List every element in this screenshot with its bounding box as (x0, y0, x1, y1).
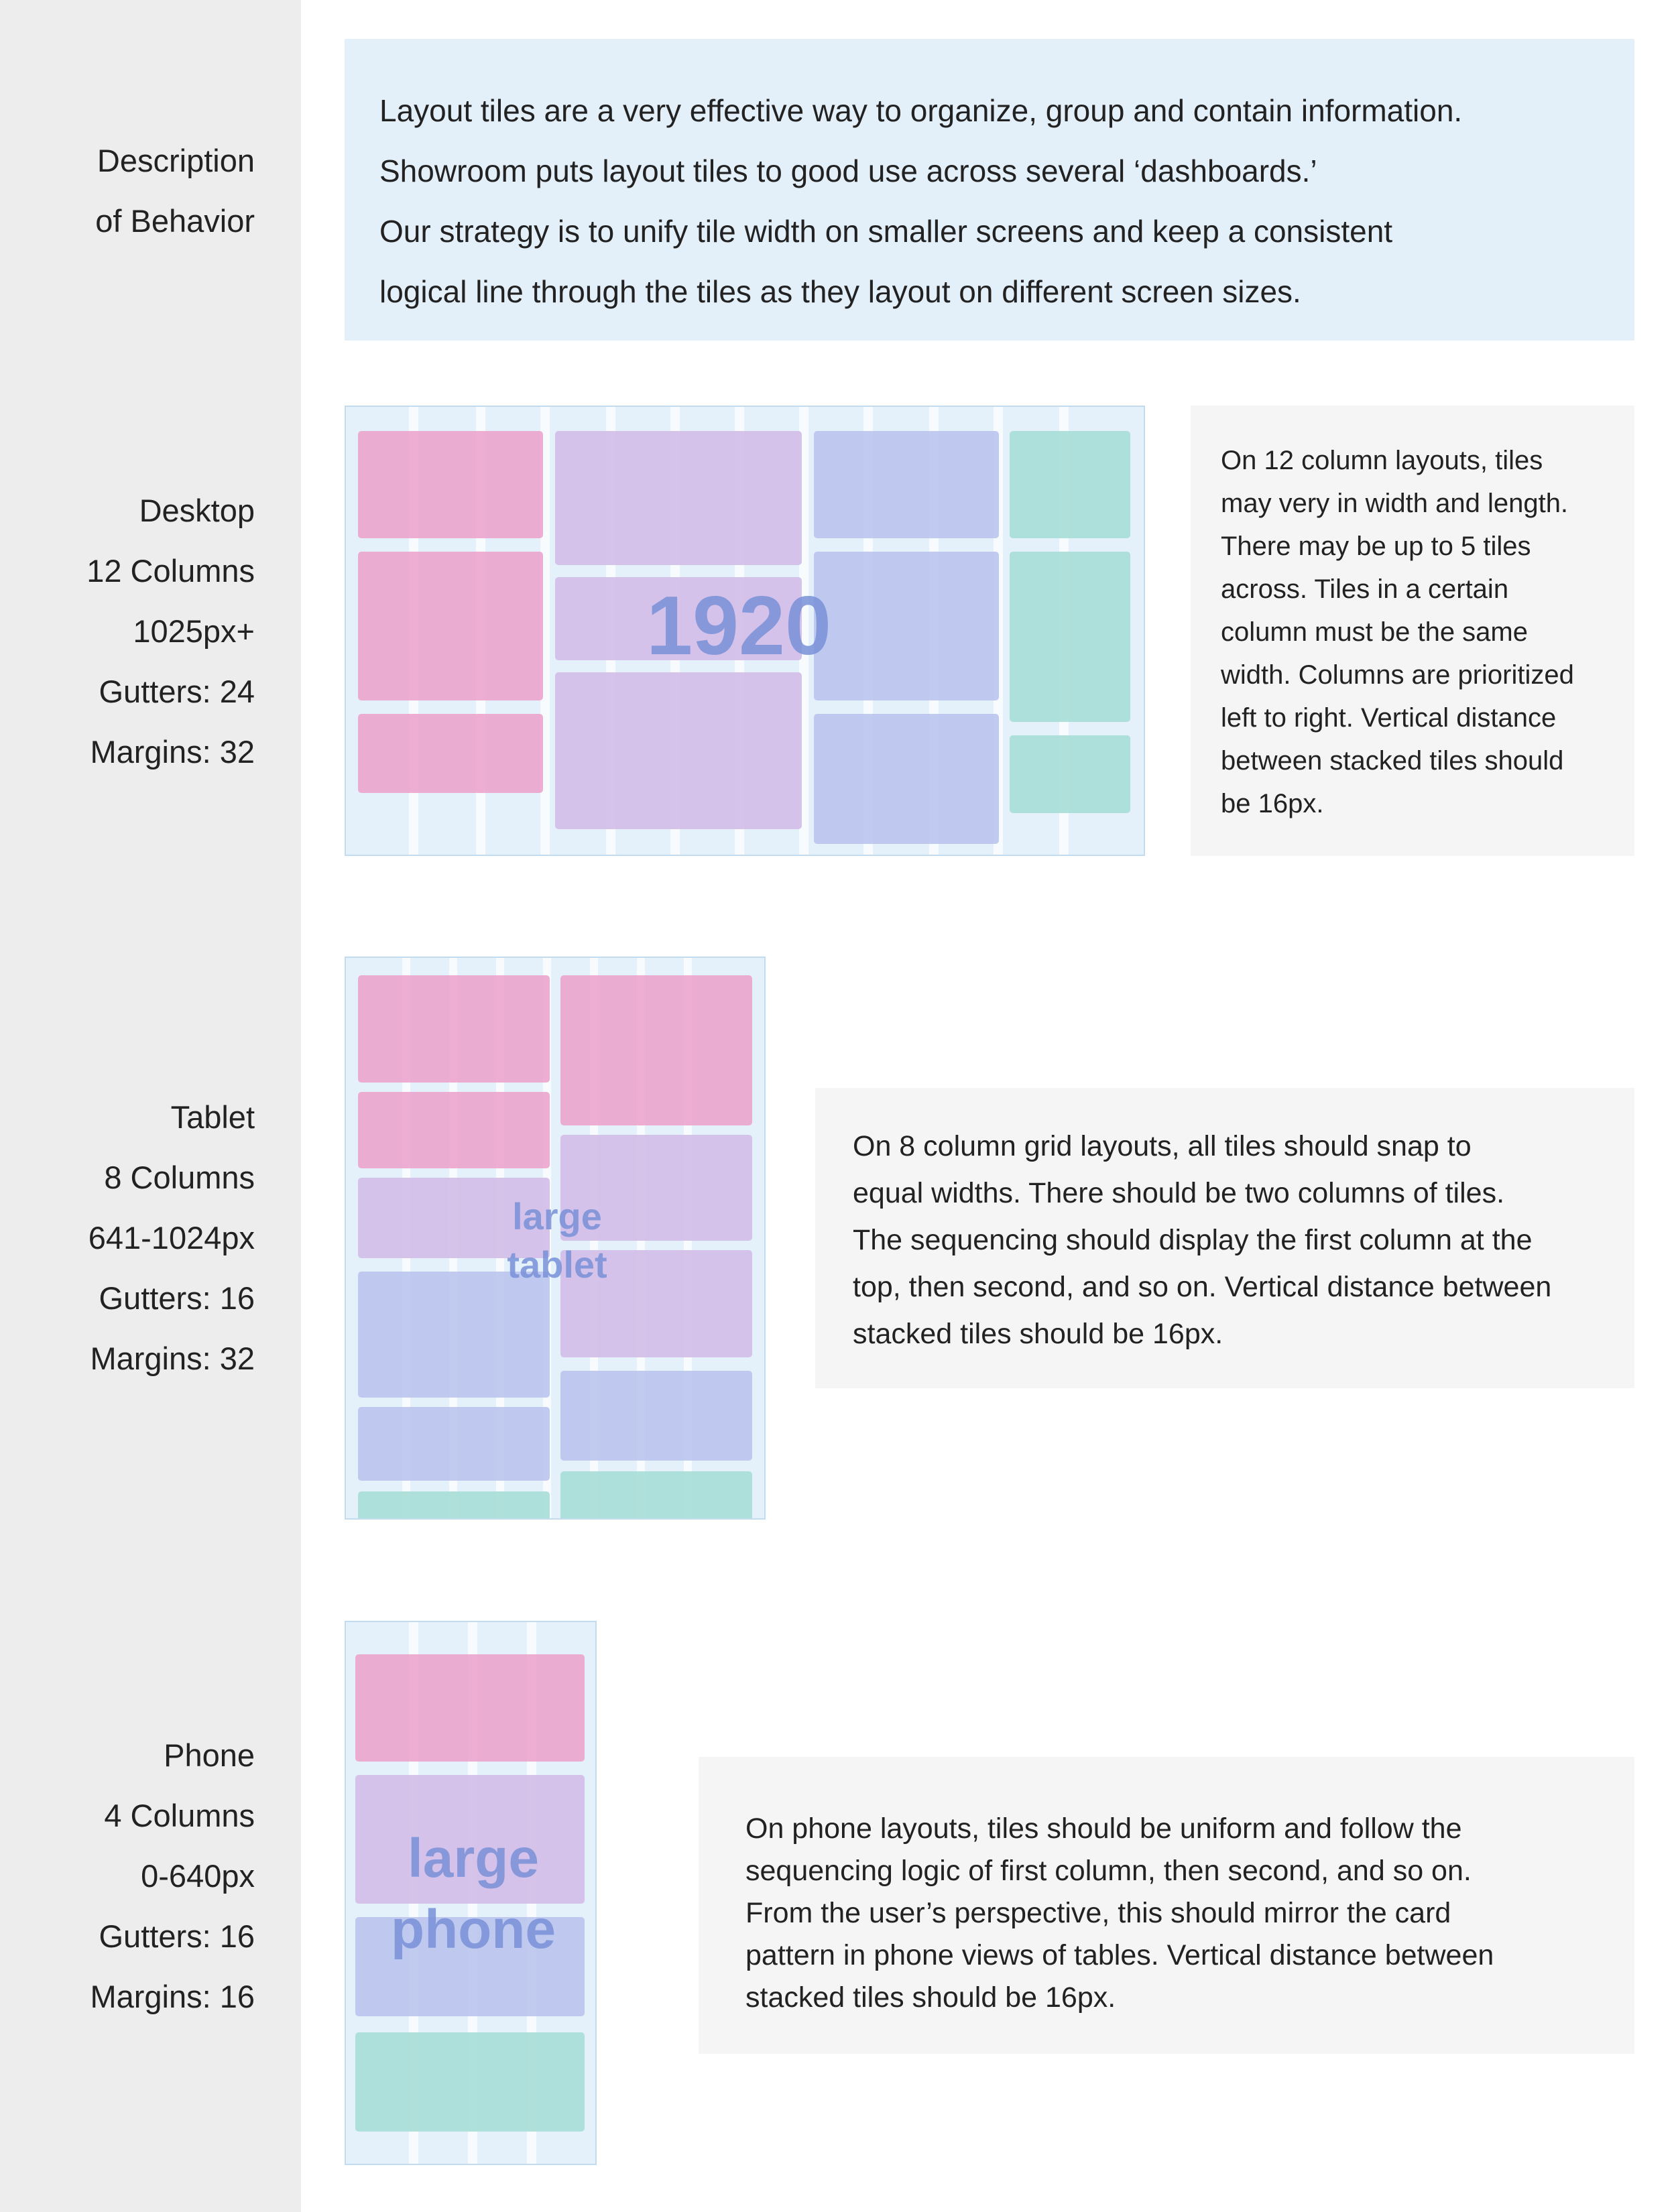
layout-tile (555, 431, 802, 565)
label-line: of Behavior (95, 203, 255, 239)
tablet-grid-preview: large tablet (345, 957, 766, 1520)
layout-tile (1010, 735, 1130, 813)
layout-tile (358, 552, 543, 700)
label-line: 12 Columns (86, 553, 255, 589)
left-label-column (0, 0, 301, 2212)
layout-tile (560, 1250, 752, 1357)
label-line: 8 Columns (104, 1160, 255, 1195)
desktop-label: Desktop 12 Columns 1025px+ Gutters: 24 M… (86, 481, 255, 782)
note-line: There may be up to 5 tiles (1221, 532, 1531, 561)
layout-tile (355, 2032, 585, 2132)
layout-tile (555, 577, 802, 660)
layout-tile (358, 1272, 550, 1398)
note-line: The sequencing should display the first … (853, 1224, 1533, 1256)
layout-tile (358, 1092, 550, 1168)
label-line: Margins: 32 (90, 734, 255, 770)
label-line: Gutters: 16 (99, 1280, 255, 1316)
label-line: Margins: 16 (90, 1979, 255, 2014)
desktop-grid-preview: 1920 (345, 406, 1145, 856)
preview-label-line: large (512, 1195, 602, 1237)
tablet-label: Tablet 8 Columns 641-1024px Gutters: 16 … (88, 1087, 255, 1389)
note-line: stacked tiles should be 16px. (745, 1981, 1116, 2014)
description-line: Our strategy is to unify tile width on s… (379, 214, 1393, 249)
note-line: left to right. Vertical distance (1221, 703, 1557, 733)
breakpoint-label: 1920 (646, 580, 831, 672)
preview-label-line: large (408, 1828, 539, 1889)
layout-tile (358, 1178, 550, 1258)
layout-tile (560, 1471, 752, 1518)
description-line: logical line through the tiles as they l… (379, 274, 1301, 309)
phone-label: Phone 4 Columns 0-640px Gutters: 16 Marg… (90, 1725, 255, 2027)
label-line: 4 Columns (104, 1798, 255, 1833)
note-line: width. Columns are prioritized (1221, 660, 1574, 690)
layout-tile (355, 1775, 585, 1904)
layout-tile (358, 1491, 550, 1518)
note-line: stacked tiles should be 16px. (853, 1318, 1223, 1350)
layout-tile (358, 714, 543, 793)
label-line: Tablet (170, 1099, 255, 1135)
note-line: On phone layouts, tiles should be unifor… (745, 1812, 1462, 1845)
note-line: pattern in phone views of tables. Vertic… (745, 1939, 1494, 1971)
layout-tile (555, 672, 802, 829)
layout-tile (355, 1917, 585, 2016)
breakpoint-label: large tablet (480, 1192, 634, 1289)
description-line: Showroom puts layout tiles to good use a… (379, 153, 1317, 188)
layout-tile (358, 1407, 550, 1481)
note-line: across. Tiles in a certain (1221, 574, 1509, 604)
description-panel: Layout tiles are a very effective way to… (345, 39, 1634, 341)
layout-tile (814, 552, 999, 700)
description-label: Description of Behavior (95, 131, 255, 251)
layout-tile (358, 431, 543, 538)
layout-tile (358, 975, 550, 1083)
preview-label-line: tablet (507, 1243, 607, 1286)
label-line: Gutters: 16 (99, 1918, 255, 1954)
note-line: sequencing logic of first column, then s… (745, 1855, 1472, 1887)
layout-tile (355, 1654, 585, 1762)
note-line: On 8 column grid layouts, all tiles shou… (853, 1130, 1472, 1162)
label-line: 641-1024px (88, 1220, 255, 1255)
note-line: equal widths. There should be two column… (853, 1177, 1505, 1209)
desktop-note: On 12 column layouts, tiles may very in … (1191, 406, 1634, 856)
note-line: column must be the same (1221, 617, 1528, 647)
label-line: Phone (164, 1737, 255, 1773)
preview-label-line: phone (391, 1899, 556, 1960)
layout-tile (814, 714, 999, 844)
note-line: From the user’s perspective, this should… (745, 1897, 1451, 1929)
note-line: be 16px. (1221, 789, 1324, 818)
breakpoint-label: large phone (366, 1823, 581, 1965)
tablet-note: On 8 column grid layouts, all tiles shou… (815, 1088, 1634, 1388)
note-line: between stacked tiles should (1221, 746, 1564, 776)
layout-tile (560, 975, 752, 1125)
label-line: Desktop (139, 493, 255, 528)
layout-tile (1010, 552, 1130, 722)
phone-note: On phone layouts, tiles should be unifor… (699, 1757, 1634, 2054)
label-line: Description (97, 143, 255, 178)
phone-grid-preview: large phone (345, 1621, 597, 2165)
note-line: On 12 column layouts, tiles (1221, 446, 1543, 475)
layout-tile (560, 1135, 752, 1241)
note-line: may very in width and length. (1221, 489, 1569, 518)
description-line: Layout tiles are a very effective way to… (379, 93, 1463, 128)
label-line: Margins: 32 (90, 1341, 255, 1376)
label-line: 1025px+ (133, 613, 255, 649)
note-line: top, then second, and so on. Vertical di… (853, 1271, 1552, 1303)
layout-tile (1010, 431, 1130, 538)
layout-tile (814, 431, 999, 538)
layout-tile (560, 1371, 752, 1461)
label-line: Gutters: 24 (99, 674, 255, 709)
label-line: 0-640px (141, 1858, 255, 1894)
